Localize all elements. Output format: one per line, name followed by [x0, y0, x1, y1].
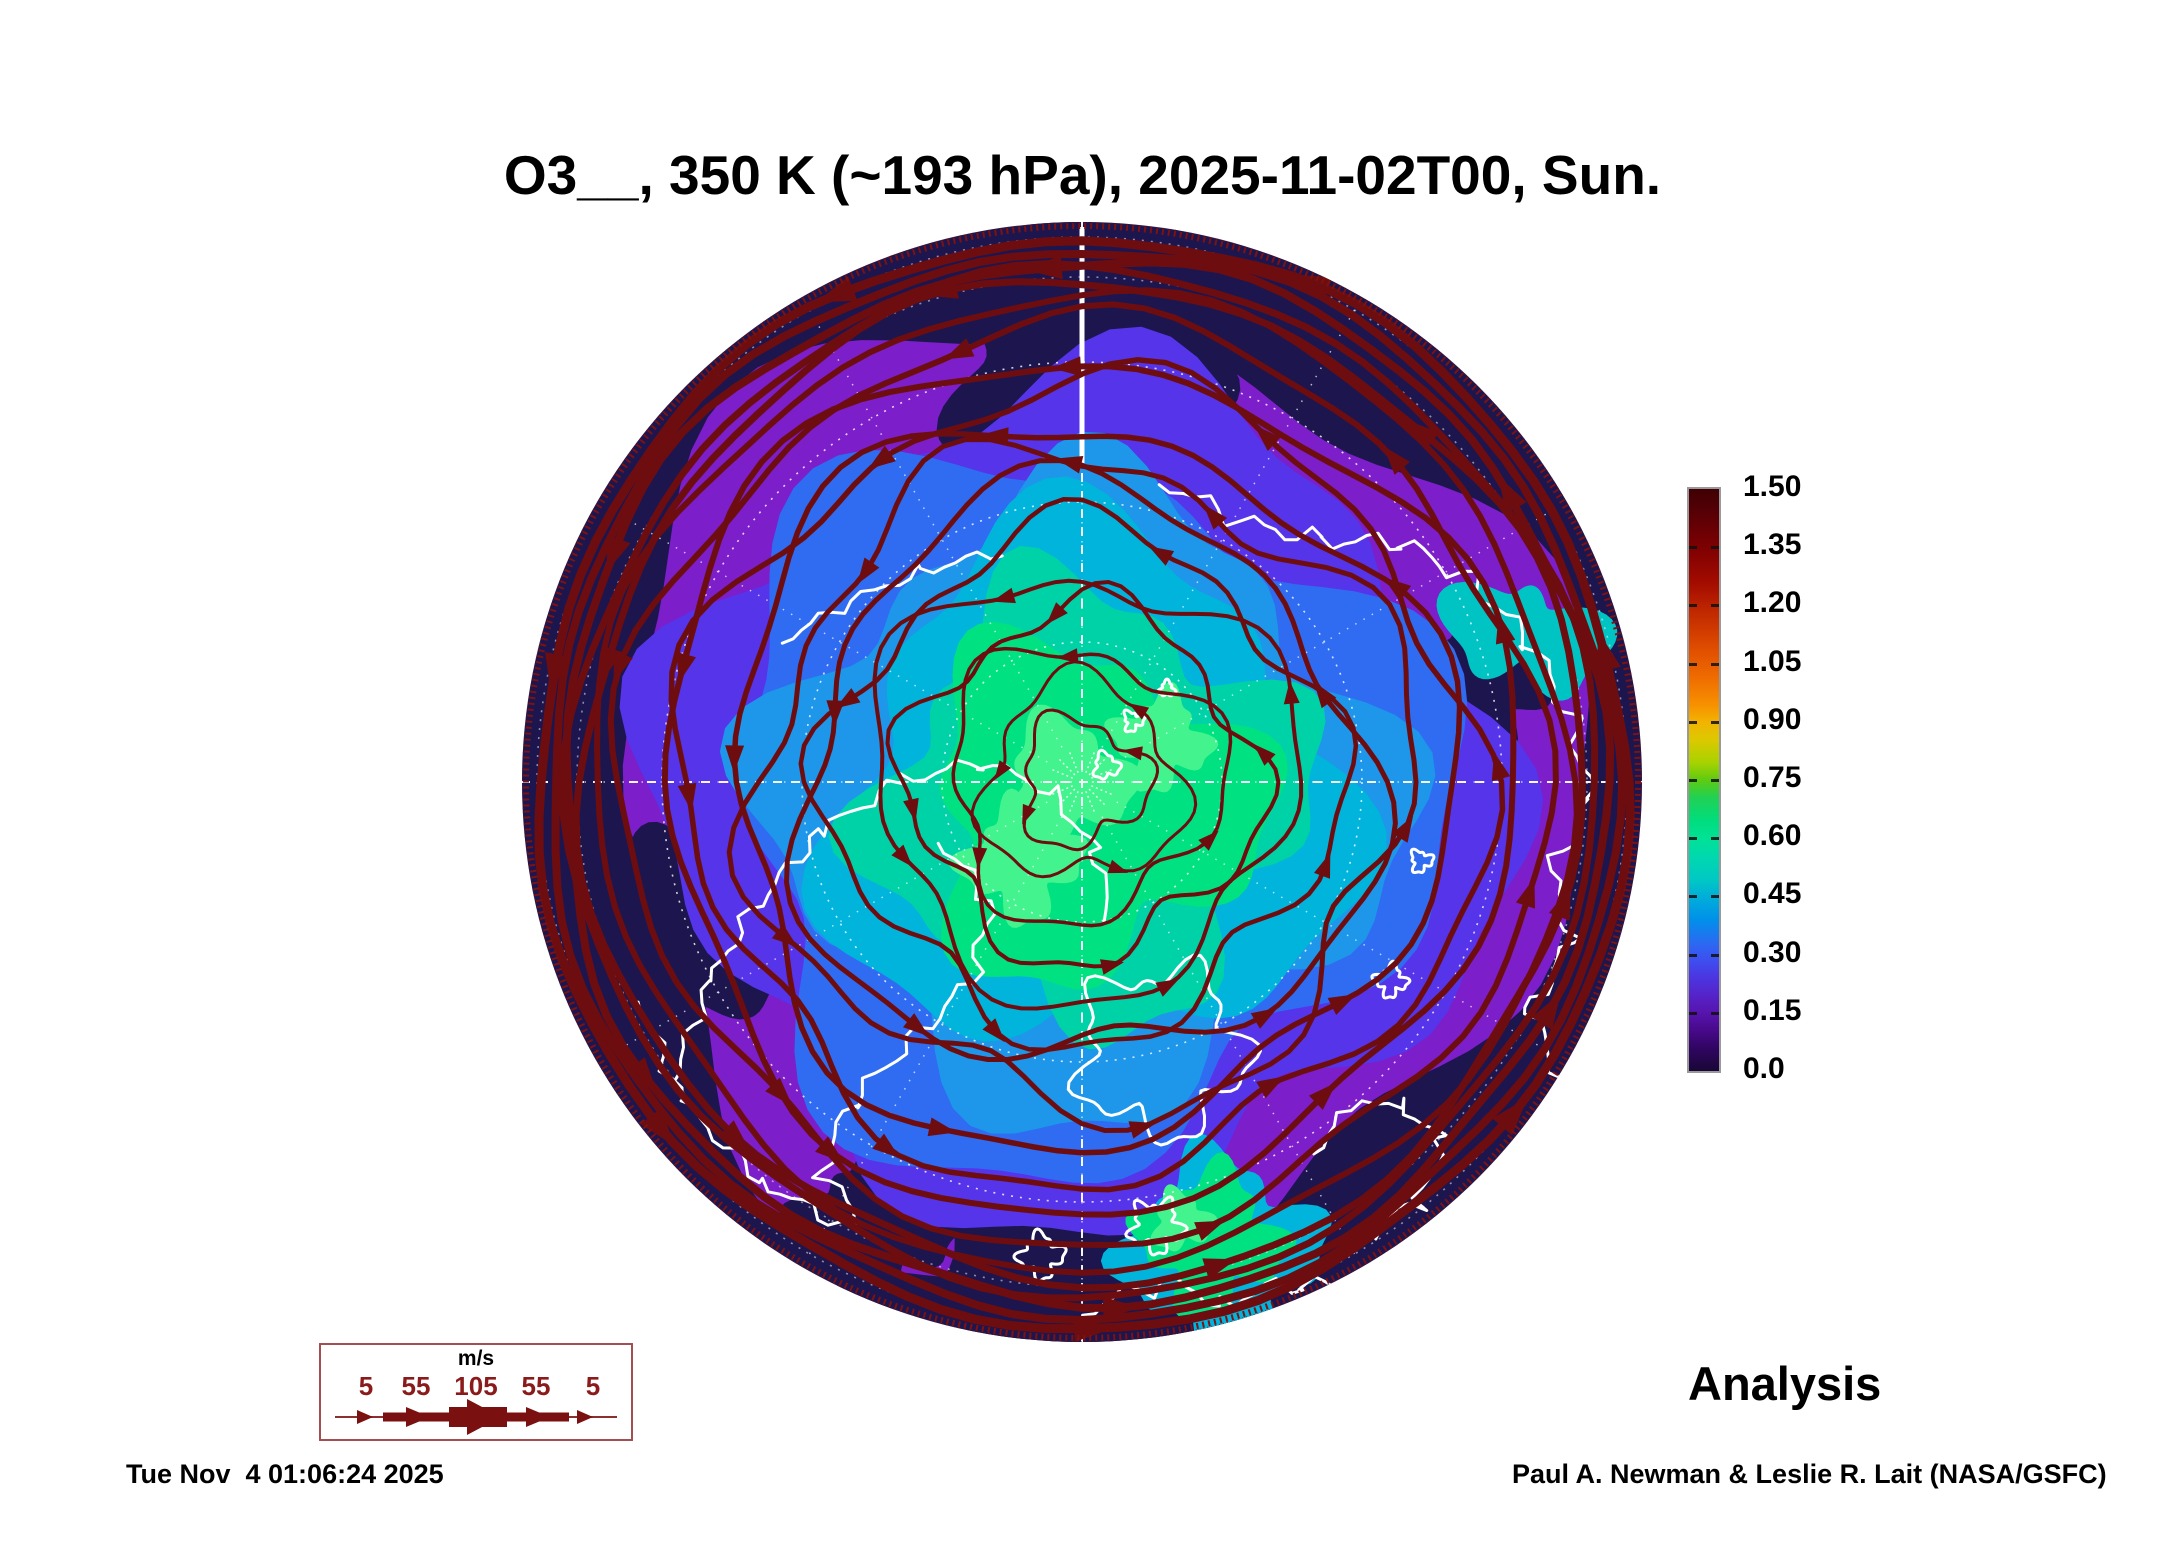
wind-units-label: m/s [457, 1347, 495, 1370]
colorbar-label: 0.45 [1743, 877, 1802, 910]
colorbar-tick [1689, 895, 1697, 898]
creation-timestamp: Tue Nov 4 01:06:24 2025 [126, 1459, 444, 1489]
wind-arrow-glyphs [335, 1399, 617, 1435]
colorbar-tick [1689, 546, 1697, 549]
colorbar-tick [1689, 1012, 1697, 1015]
colorbar-label: 0.30 [1743, 936, 1802, 969]
colorbar-tick [1711, 779, 1719, 782]
colorbar-label: 0.0 [1743, 1052, 1785, 1085]
polar-map [522, 222, 1642, 1342]
wind-streamlines [534, 236, 1635, 1342]
colorbar-label: 1.20 [1743, 586, 1802, 619]
colorbar-label: 0.15 [1743, 994, 1802, 1027]
colorbar-tick [1711, 721, 1719, 724]
wind-scale-value: 55 [521, 1371, 551, 1401]
colorbar-tick [1689, 721, 1697, 724]
colorbar-tick [1711, 546, 1719, 549]
map-layers [522, 222, 1642, 1342]
figure-title: O3__, 350 K (~193 hPa), 2025-11-02T00, S… [503, 144, 1662, 206]
colorbar-ticks [1689, 489, 1719, 1071]
colorbar-label: 0.75 [1743, 761, 1802, 794]
colorbar-label: 1.05 [1743, 645, 1802, 678]
colorbar-tick [1689, 779, 1697, 782]
colorbar-tick [1711, 837, 1719, 840]
author-credit: Paul A. Newman & Leslie R. Lait (NASA/GS… [1512, 1459, 2107, 1489]
colorbar-label: 1.35 [1743, 528, 1802, 561]
wind-scale-value: 5 [358, 1371, 374, 1401]
polar-map-container [521, 221, 1643, 1343]
colorbar-tick [1711, 954, 1719, 957]
colorbar-label: 0.90 [1743, 703, 1802, 736]
colorbar-tick [1711, 895, 1719, 898]
colorbar-tick [1689, 663, 1697, 666]
wind-scale-value: 5 [585, 1371, 601, 1401]
colorbar-label: 0.60 [1743, 819, 1802, 852]
globe-rim [523, 223, 1641, 1341]
wind-scale-value: 105 [454, 1371, 498, 1401]
wind-scale-value: 55 [401, 1371, 431, 1401]
colorbar-tick [1711, 663, 1719, 666]
analysis-label: Analysis [1688, 1357, 1882, 1410]
colorbar-tick [1689, 604, 1697, 607]
wind-scale-legend: m/s 5 55 105 55 5 [319, 1343, 633, 1441]
colorbar-tick [1689, 837, 1697, 840]
colorbar-tick [1711, 604, 1719, 607]
colorbar-tick [1689, 954, 1697, 957]
colorbar-label: 1.50 [1743, 470, 1802, 503]
colorbar-tick [1711, 1012, 1719, 1015]
colorbar: 1.50 1.35 1.20 1.05 0.90 0.75 0.60 0.45 … [1687, 470, 1927, 1107]
